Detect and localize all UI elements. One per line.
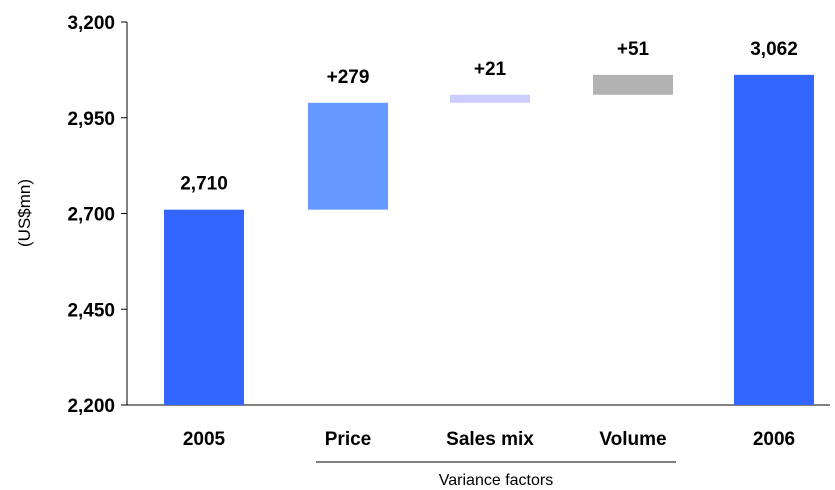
data-label: 2,710 — [180, 174, 228, 195]
y-tick-label: 2,700 — [67, 205, 115, 226]
category-label: Sales mix — [446, 429, 534, 450]
y-axis-label: (US$mn) — [15, 179, 34, 247]
y-tick-label: 2,450 — [67, 300, 115, 321]
y-tick-label: 2,950 — [67, 109, 115, 130]
bar-2005 — [164, 209, 244, 405]
data-label: +279 — [327, 67, 370, 88]
category-label: 2005 — [183, 429, 226, 450]
category-label: 2006 — [753, 429, 795, 450]
category-label: Volume — [599, 429, 666, 450]
bar-2006 — [734, 74, 814, 405]
data-label: +51 — [617, 39, 650, 60]
data-label: +21 — [474, 59, 507, 80]
y-tick-label: 3,200 — [67, 13, 115, 34]
bar-sales-mix — [450, 94, 530, 103]
category-label: Price — [325, 429, 371, 450]
data-labels: 2,710 +279 +21 +51 3,062 — [180, 39, 798, 195]
bar-volume — [593, 74, 673, 95]
y-axis: 2,200 2,450 2,700 2,950 3,200 — [67, 13, 128, 417]
y-tick-label: 2,200 — [67, 396, 115, 417]
data-label: 3,062 — [750, 39, 798, 60]
category-labels: 2005 Price Sales mix Volume 2006 — [183, 429, 795, 450]
bar-price — [308, 102, 388, 210]
bars — [164, 74, 814, 405]
group-label: Variance factors — [439, 472, 553, 489]
